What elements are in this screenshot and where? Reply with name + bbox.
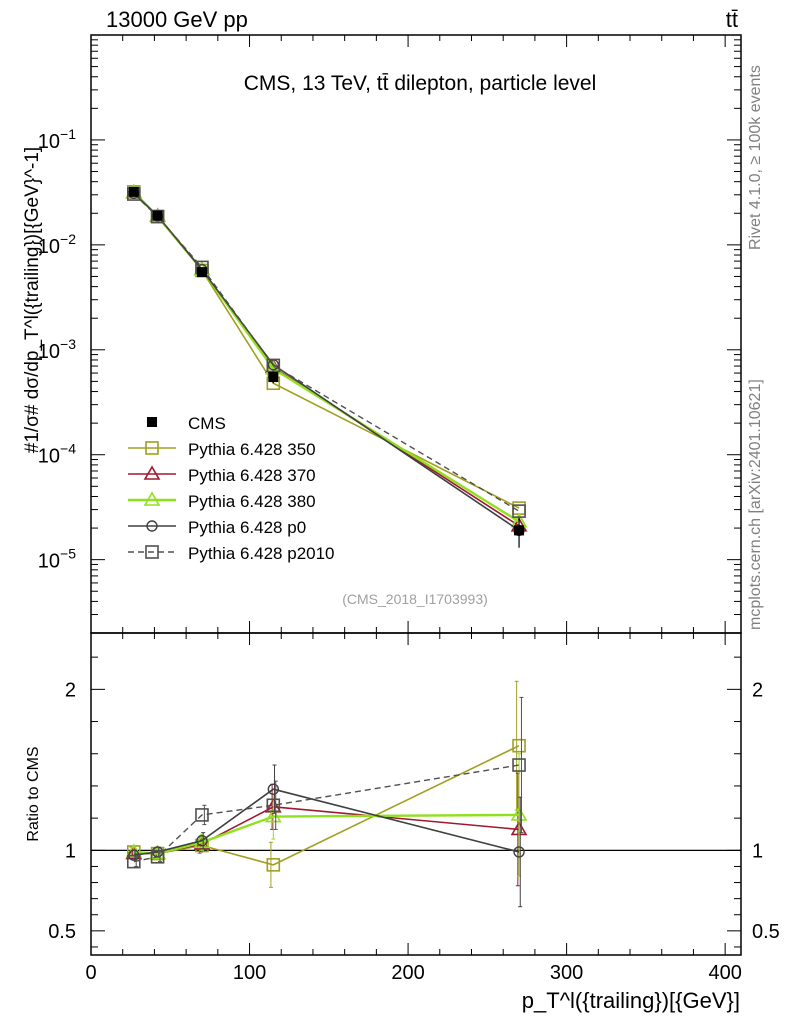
header-right: tt̄ bbox=[726, 7, 738, 32]
y-tick-label: 10−3 bbox=[38, 336, 76, 363]
ratio-tick-label: 1 bbox=[65, 840, 76, 862]
rivet-version: Rivet 4.1.0, ≥ 100k events bbox=[747, 65, 764, 250]
x-axis-label: p_T^l({trailing})[{GeV}] bbox=[522, 988, 740, 1013]
analysis-tag: (CMS_2018_I1703993) bbox=[342, 591, 488, 607]
ratio-point-2 bbox=[264, 807, 282, 823]
ratio-line-3 bbox=[133, 788, 520, 856]
ratio-tick-label-right: 2 bbox=[752, 679, 763, 701]
ratio-point-4 bbox=[150, 849, 165, 864]
legend-label-2: Pythia 6.428 380 bbox=[188, 492, 316, 511]
series-line-0 bbox=[133, 191, 520, 509]
y-tick-label: 10−4 bbox=[38, 441, 76, 468]
ratio-point-4 bbox=[266, 798, 281, 813]
ratio-panel-frame bbox=[90, 632, 742, 956]
ratio-point-4 bbox=[195, 808, 209, 822]
series-line-4 bbox=[133, 193, 520, 512]
series-point-4 bbox=[150, 209, 165, 224]
legend-marker-0 bbox=[145, 441, 159, 455]
x-tick-label: 300 bbox=[550, 962, 583, 984]
y-tick-label: 10−2 bbox=[38, 231, 76, 258]
ratio-point-4 bbox=[127, 854, 141, 869]
data-point bbox=[268, 372, 279, 383]
ratio-point-4 bbox=[512, 758, 526, 772]
ratio-point-2 bbox=[510, 806, 528, 821]
ratio-line-4 bbox=[133, 764, 520, 863]
legend-label-0: Pythia 6.428 350 bbox=[188, 440, 316, 459]
ratio-group bbox=[125, 680, 528, 908]
y-tick-label: 10−5 bbox=[38, 546, 76, 573]
ratio-tick-label-right: 0.5 bbox=[752, 921, 780, 943]
data-point bbox=[152, 210, 163, 221]
x-tick-label: 200 bbox=[391, 962, 424, 984]
y-tick-label: 10−1 bbox=[38, 126, 76, 153]
ratio-point-3 bbox=[513, 846, 525, 858]
ratio-point-3 bbox=[196, 834, 208, 847]
legend-label-4: Pythia 6.428 p2010 bbox=[188, 544, 335, 563]
mcplots-credit: mcplots.cern.ch [arXiv:2401.10621] bbox=[747, 379, 764, 630]
legend-marker-2 bbox=[143, 491, 161, 506]
ratio-point-3 bbox=[267, 783, 280, 795]
legend-marker-3 bbox=[146, 520, 158, 532]
legend-label-data: CMS bbox=[188, 414, 226, 433]
ratio-tick-label-right: 1 bbox=[752, 840, 763, 862]
ratio-line-1 bbox=[133, 806, 520, 855]
legend-marker-4 bbox=[145, 545, 159, 559]
legend-marker-1 bbox=[143, 465, 161, 480]
series-point-4 bbox=[512, 504, 526, 518]
x-tick-label: 0 bbox=[85, 962, 96, 984]
ratio-axis-label: Ratio to CMS bbox=[25, 746, 42, 841]
ratio-point-0 bbox=[266, 858, 281, 872]
header-left: 13000 GeV pp bbox=[106, 7, 248, 32]
legend-marker-data bbox=[147, 417, 157, 427]
chart-title: CMS, 13 TeV, tt̄ dilepton, particle leve… bbox=[244, 72, 597, 95]
series-point-4 bbox=[266, 358, 281, 373]
data-point bbox=[514, 525, 525, 536]
legend-label-3: Pythia 6.428 p0 bbox=[188, 518, 306, 537]
x-tick-label: 400 bbox=[708, 962, 741, 984]
ratio-tick-label: 0.5 bbox=[48, 921, 76, 943]
x-tick-label: 100 bbox=[233, 962, 266, 984]
legend-label-1: Pythia 6.428 370 bbox=[188, 466, 316, 485]
y-axis-label: #1/σ# dσ/dp_T^l({trailing})[{GeV}^-1] bbox=[22, 147, 43, 453]
data-point bbox=[128, 186, 139, 197]
data-point bbox=[196, 267, 207, 278]
axis-ticks: 0 100 200 300 400 10−1 10−2 10−3 10−4 10−5 0.5 0.5 1… bbox=[38, 34, 780, 984]
ratio-point-0 bbox=[512, 738, 526, 753]
legend: CMS Pythia 6.428 350 Pythia 6.428 370 Pythi… bbox=[128, 414, 335, 563]
ratio-tick-label: 2 bbox=[65, 679, 76, 701]
series-group bbox=[125, 183, 528, 548]
